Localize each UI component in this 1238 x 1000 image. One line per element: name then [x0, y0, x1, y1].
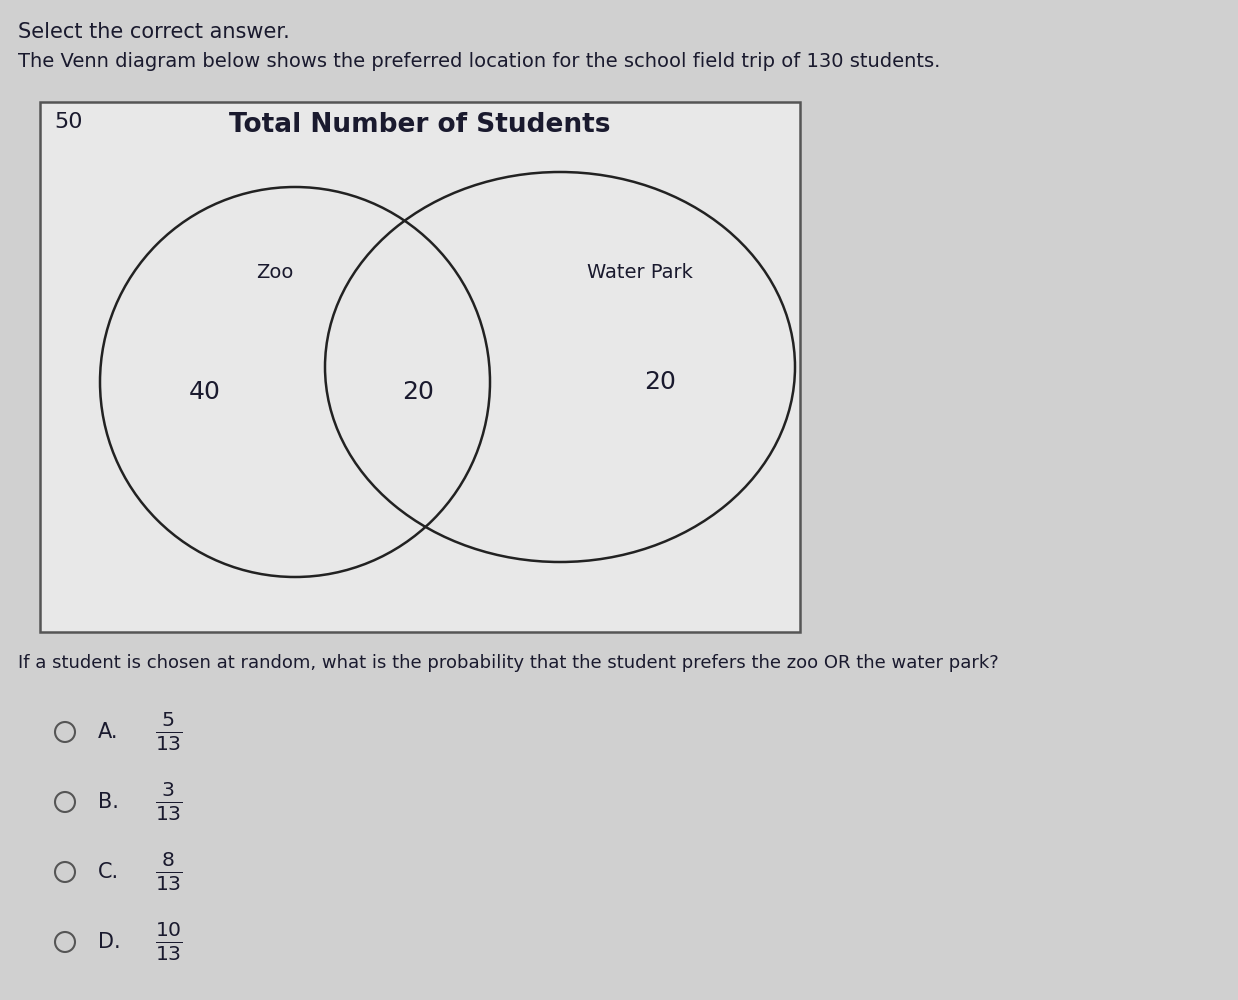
- Text: A.: A.: [98, 722, 119, 742]
- Text: Select the correct answer.: Select the correct answer.: [19, 22, 290, 42]
- Text: C.: C.: [98, 862, 119, 882]
- Text: D.: D.: [98, 932, 120, 952]
- Text: The Venn diagram below shows the preferred location for the school field trip of: The Venn diagram below shows the preferr…: [19, 52, 941, 71]
- Text: $\frac{5}{13}$: $\frac{5}{13}$: [155, 711, 183, 753]
- Text: $\frac{10}{13}$: $\frac{10}{13}$: [155, 921, 183, 963]
- Text: B.: B.: [98, 792, 119, 812]
- Text: Water Park: Water Park: [587, 262, 693, 282]
- Text: 50: 50: [54, 112, 83, 132]
- Text: Zoo: Zoo: [256, 262, 293, 282]
- Text: If a student is chosen at random, what is the probability that the student prefe: If a student is chosen at random, what i…: [19, 654, 999, 672]
- Text: 40: 40: [189, 380, 220, 404]
- Text: $\frac{8}{13}$: $\frac{8}{13}$: [155, 851, 183, 893]
- Text: 20: 20: [644, 370, 676, 394]
- Text: $\frac{3}{13}$: $\frac{3}{13}$: [155, 781, 183, 823]
- Text: 20: 20: [402, 380, 435, 404]
- Bar: [40, 102, 800, 632]
- Text: Total Number of Students: Total Number of Students: [229, 112, 610, 138]
